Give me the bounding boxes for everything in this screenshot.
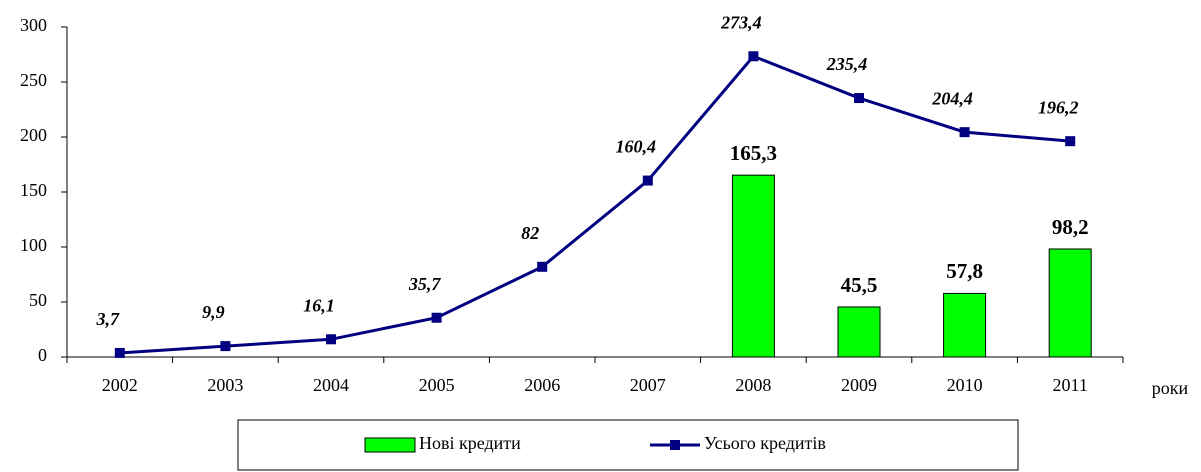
- legend-box: [237, 419, 1019, 471]
- y-tick-label: 50: [29, 290, 47, 310]
- x-tick-label: 2011: [1053, 375, 1088, 395]
- x-tick-label: 2006: [524, 375, 560, 395]
- x-tick-label: 2010: [947, 375, 983, 395]
- bar: [943, 292, 987, 358]
- x-axis-label: роки: [1152, 378, 1189, 398]
- line-value-label: 9,9: [202, 302, 225, 322]
- line-marker: [431, 312, 442, 323]
- line-value-label: 235,4: [826, 54, 868, 74]
- x-tick-label: 2008: [735, 375, 771, 395]
- x-tick-label: 2002: [102, 375, 138, 395]
- line-marker: [326, 334, 336, 345]
- line-value-label: 160,4: [616, 137, 657, 157]
- legend-label: Усього кредитів: [704, 433, 826, 453]
- line-marker: [537, 261, 548, 272]
- y-tick-label: 200: [20, 125, 47, 145]
- line-marker: [748, 51, 759, 62]
- line-marker: [959, 127, 970, 138]
- y-tick-label: 300: [20, 15, 47, 35]
- line-value-label: 204,4: [931, 88, 973, 108]
- line: [119, 54, 1071, 355]
- line-value-label: 3,7: [96, 309, 121, 329]
- y-tick-label: 250: [20, 70, 47, 90]
- line-value-label: 196,2: [1038, 97, 1079, 117]
- line-value-label: 35,7: [408, 274, 442, 294]
- y-tick-label: 150: [20, 180, 47, 200]
- line-marker: [642, 175, 653, 186]
- bar: [1048, 248, 1092, 358]
- bar-value-label: 165,3: [730, 141, 777, 165]
- y-tick-label: 0: [38, 345, 47, 365]
- line-marker: [854, 93, 864, 104]
- line-value-label: 273,4: [720, 12, 762, 32]
- line-value-label: 16,1: [303, 295, 335, 315]
- y-tick-label: 100: [20, 235, 47, 255]
- legend-swatch: [364, 437, 416, 453]
- bar-value-label: 98,2: [1052, 215, 1089, 239]
- x-tick-label: 2004: [313, 375, 349, 395]
- x-tick-label: 2005: [419, 375, 455, 395]
- legend-label: Нові кредити: [419, 433, 521, 453]
- x-tick-label: 2003: [207, 375, 243, 395]
- bar-value-label: 57,8: [946, 259, 983, 283]
- bar: [731, 174, 775, 358]
- bar: [837, 306, 881, 358]
- legend-marker: [670, 440, 680, 450]
- line-value-label: 82: [521, 223, 539, 243]
- line-marker: [114, 347, 125, 358]
- line-marker: [1065, 136, 1076, 147]
- x-tick-label: 2009: [841, 375, 877, 395]
- x-tick-label: 2007: [630, 375, 666, 395]
- line-marker: [220, 341, 231, 352]
- bar-value-label: 45,5: [841, 273, 878, 297]
